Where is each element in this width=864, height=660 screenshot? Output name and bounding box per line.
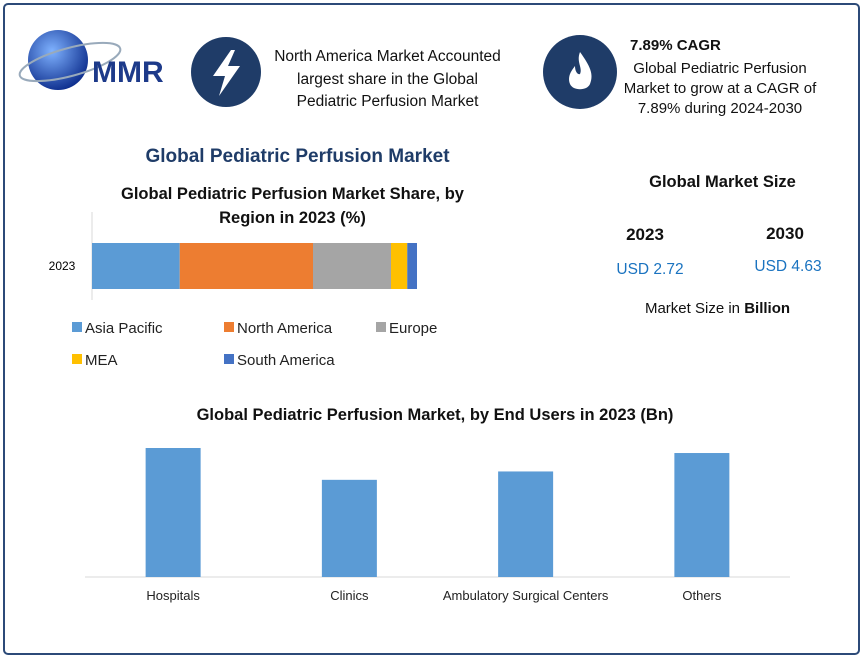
x-tick-label: Clinics <box>330 588 369 603</box>
bar-segment <box>179 243 313 289</box>
size-year: 2023 <box>626 225 664 244</box>
flame-icon <box>569 52 592 90</box>
size-note-text: Market Size in <box>644 300 741 317</box>
legend-swatch <box>224 354 234 364</box>
bar <box>674 453 730 577</box>
logo-ring <box>18 41 122 83</box>
legend-label: Europe <box>389 320 437 337</box>
size-value: USD 4.63 <box>754 258 822 275</box>
bar-segment <box>391 243 408 289</box>
chart-title: Global Pediatric Perfusion Market Share,… <box>121 185 464 227</box>
highlight-text: North America Market Accounted largest s… <box>274 48 501 110</box>
size-note: Market Size in Billion <box>590 300 845 317</box>
legend-label: MEA <box>85 352 118 369</box>
bar <box>498 471 554 577</box>
logo-text: MMR <box>92 56 164 89</box>
frame <box>3 3 860 655</box>
bar-segment <box>407 243 417 289</box>
size-year: 2030 <box>766 224 804 243</box>
cagr-title: 7.89% CAGR <box>630 37 721 54</box>
legend-swatch <box>72 354 82 364</box>
x-tick-label: Others <box>682 588 722 603</box>
legend-label: South America <box>237 352 335 369</box>
heading: Global Pediatric Perfusion Market <box>145 146 450 167</box>
bar <box>145 448 201 577</box>
x-tick-label: Hospitals <box>146 588 200 603</box>
x-tick-label: Ambulatory Surgical Centers <box>443 588 609 603</box>
bar <box>321 479 377 577</box>
icon-bg <box>543 35 617 109</box>
cagr-text: Global Pediatric Perfusion Market to gro… <box>623 60 817 117</box>
legend-swatch <box>72 322 82 332</box>
bolt-icon <box>213 50 240 96</box>
legend-swatch <box>224 322 234 332</box>
legend-swatch <box>376 322 386 332</box>
bar-segment <box>92 243 180 289</box>
chart-title: Global Pediatric Perfusion Market, by En… <box>196 406 674 424</box>
size-unit: Billion <box>744 300 791 317</box>
legend-label: Asia Pacific <box>85 320 163 337</box>
y-tick-label: 2023 <box>49 259 76 273</box>
bar-segment <box>313 243 391 289</box>
size-title: Global Market Size <box>649 173 796 191</box>
legend-label: North America <box>237 320 333 337</box>
size-value: USD 2.72 <box>616 261 684 278</box>
